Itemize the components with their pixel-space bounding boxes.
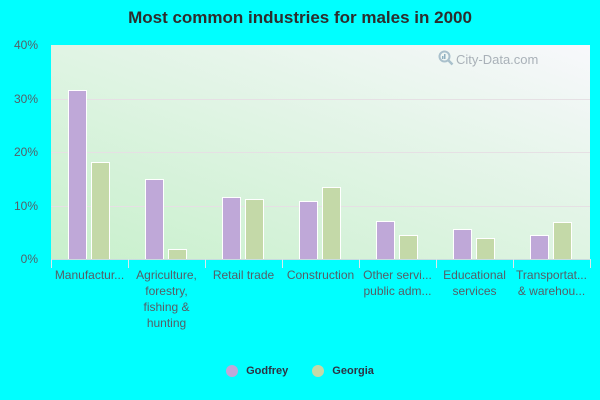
gridline bbox=[51, 98, 590, 100]
bar-georgia[interactable] bbox=[476, 238, 495, 259]
x-axis-line bbox=[51, 259, 590, 260]
bar-georgia[interactable] bbox=[553, 222, 572, 259]
legend-item-georgia[interactable]: Georgia bbox=[312, 365, 374, 377]
y-tick-label: 20% bbox=[13, 145, 38, 159]
legend-swatch-icon bbox=[226, 365, 239, 377]
x-tick bbox=[359, 259, 360, 268]
bar-godfrey[interactable] bbox=[145, 178, 164, 259]
bar-georgia[interactable] bbox=[322, 186, 341, 259]
x-tick-label: Agriculture, forestry, fishing & hunting bbox=[136, 268, 197, 330]
x-tick-label: Retail trade bbox=[212, 268, 275, 282]
y-tick-label: 40% bbox=[13, 38, 38, 52]
x-tick bbox=[128, 259, 129, 268]
x-tick-label: Manufactur... bbox=[54, 268, 125, 282]
x-tick bbox=[436, 259, 437, 268]
x-tick-label: Other servi... public adm... bbox=[363, 268, 432, 298]
x-tick bbox=[51, 259, 52, 268]
chart-title: Most common industries for males in 2000 bbox=[128, 8, 472, 27]
bar-godfrey[interactable] bbox=[299, 200, 318, 259]
bar-georgia[interactable] bbox=[399, 234, 418, 259]
x-tick bbox=[282, 259, 283, 268]
magnifier-icon bbox=[438, 50, 454, 69]
bar-georgia[interactable] bbox=[168, 249, 187, 259]
bar-godfrey[interactable] bbox=[222, 196, 241, 259]
bar-godfrey[interactable] bbox=[376, 221, 395, 259]
x-tick bbox=[513, 259, 514, 268]
legend-swatch-icon bbox=[312, 365, 325, 377]
watermark-text: City-Data.com bbox=[456, 52, 539, 67]
legend-label: Godfrey bbox=[246, 365, 289, 377]
plot-area: City-Data.com bbox=[51, 45, 590, 259]
legend-item-godfrey[interactable]: Godfrey bbox=[226, 365, 288, 377]
gridline bbox=[51, 152, 590, 153]
bar-godfrey[interactable] bbox=[453, 229, 472, 259]
legend-label: Georgia bbox=[332, 365, 374, 377]
x-tick bbox=[205, 259, 206, 268]
bar-georgia[interactable] bbox=[91, 161, 110, 259]
x-tick bbox=[590, 259, 591, 268]
y-tick-label: 10% bbox=[13, 198, 38, 213]
gridline bbox=[51, 205, 590, 207]
bar-georgia[interactable] bbox=[245, 198, 264, 259]
legend: Godfrey Georgia bbox=[0, 365, 600, 377]
x-tick-label: Transportat... & warehou... bbox=[516, 268, 587, 298]
bar-godfrey[interactable] bbox=[68, 89, 87, 259]
y-tick-label: 0% bbox=[20, 252, 38, 266]
x-tick-label: Construction bbox=[286, 268, 355, 282]
bar-godfrey[interactable] bbox=[530, 234, 549, 259]
watermark: City-Data.com bbox=[438, 50, 538, 69]
x-tick-label: Educational services bbox=[443, 268, 506, 298]
y-tick-label: 30% bbox=[13, 91, 38, 106]
